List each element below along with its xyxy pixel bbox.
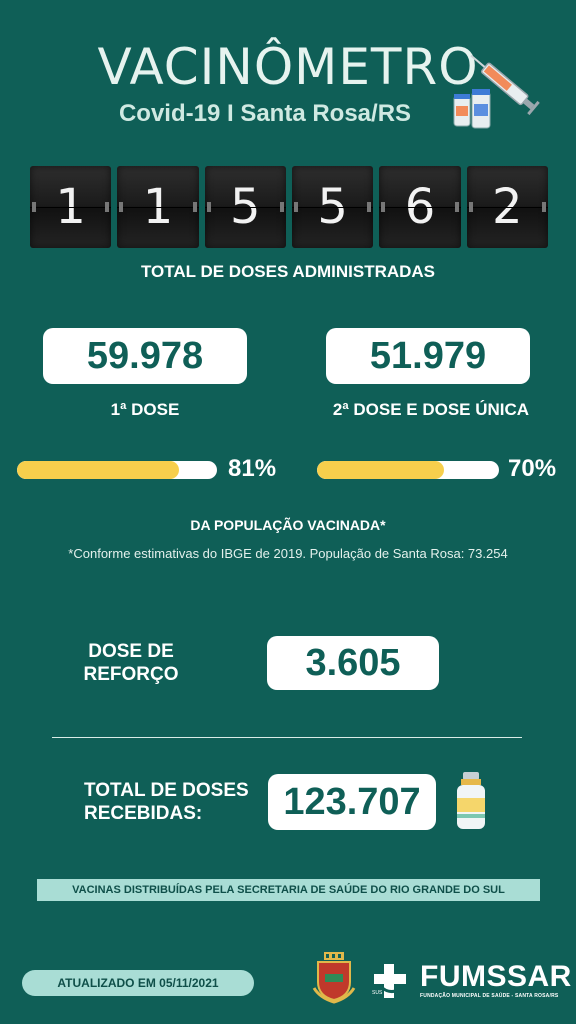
second-dose-percent: 70% <box>508 455 557 482</box>
sus-tag: SUS <box>372 990 383 996</box>
booster-value: 3.605 <box>267 636 439 690</box>
counter-digit: 2 <box>466 166 549 248</box>
population-note: *Conforme estimativas do IBGE de 2019. P… <box>68 546 508 561</box>
counter-digit: 6 <box>379 166 461 248</box>
total-doses-label: TOTAL DE DOSES ADMINISTRADAS <box>140 262 436 281</box>
booster-label-line2: REFORÇO <box>83 664 179 685</box>
second-dose-value: 51.979 <box>326 328 530 384</box>
second-dose-progress-fill <box>317 461 445 479</box>
page-title: VACINÔMETRO <box>97 38 479 96</box>
distribution-banner: VACINAS DISTRIBUÍDAS PELA SECRETARIA DE … <box>37 879 540 901</box>
vaccine-vial-icon <box>457 772 485 829</box>
org-subtitle: FUNDAÇÃO MUNICIPAL DE SAÚDE - SANTA ROSA… <box>420 993 559 999</box>
received-value: 123.707 <box>268 774 436 830</box>
dose-counter: 1 1 5 5 6 2 <box>30 166 549 248</box>
divider <box>52 737 522 738</box>
fumssar-logo-icon <box>374 964 406 998</box>
first-dose-progress-fill <box>17 461 179 479</box>
counter-digit: 1 <box>30 166 112 248</box>
booster-label-line1: DOSE DE <box>88 641 174 662</box>
page-subtitle: Covid-19 I Santa Rosa/RS <box>118 100 412 127</box>
syringe-and-vials-icon <box>453 54 540 129</box>
first-dose-value: 59.978 <box>43 328 247 384</box>
first-dose-percent: 81% <box>228 455 277 482</box>
counter-digit: 5 <box>204 166 287 248</box>
second-dose-label: 2ª DOSE E DOSE ÚNICA <box>332 400 530 419</box>
city-crest-icon <box>312 952 356 1004</box>
received-label: TOTAL DE DOSES RECEBIDAS: <box>84 779 254 825</box>
counter-digit: 1 <box>117 166 199 248</box>
population-label: DA POPULAÇÃO VACINADA* <box>190 517 386 533</box>
second-dose-progress-bar <box>317 461 499 479</box>
updated-badge: ATUALIZADO EM 05/11/2021 <box>22 970 254 996</box>
booster-label: DOSE DE REFORÇO <box>72 640 190 686</box>
counter-digit: 5 <box>291 166 374 248</box>
received-label-line1: TOTAL DE DOSES <box>84 780 249 801</box>
received-label-line2: RECEBIDAS: <box>84 803 203 824</box>
org-name: FUMSSAR <box>420 960 572 993</box>
first-dose-progress-bar <box>17 461 217 479</box>
first-dose-label: 1ª DOSE <box>110 400 180 419</box>
